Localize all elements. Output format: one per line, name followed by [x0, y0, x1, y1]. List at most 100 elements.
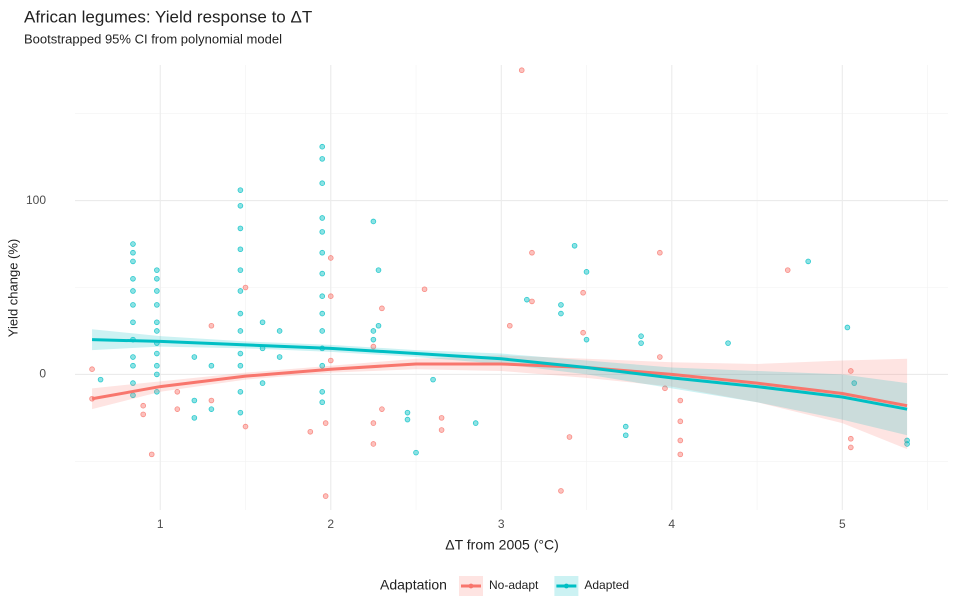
x-tick-label: 3 [498, 517, 505, 531]
data-point [370, 218, 377, 225]
data-point [319, 143, 326, 150]
data-point [237, 187, 244, 193]
data-point [319, 156, 326, 162]
data-point [322, 420, 329, 426]
data-point [580, 289, 586, 296]
data-point [506, 322, 513, 329]
data-point [276, 354, 283, 360]
data-point [370, 343, 377, 350]
data-point [130, 241, 136, 247]
data-point [237, 409, 244, 416]
data-point [622, 423, 629, 430]
data-point [130, 302, 136, 308]
y-tick-label: 100 [26, 193, 46, 207]
data-point [89, 366, 95, 372]
data-point [784, 267, 791, 273]
data-point [237, 310, 244, 317]
data-point [677, 418, 684, 425]
fit-line [91, 362, 908, 408]
legend-label: Adapted [584, 578, 629, 592]
data-point [375, 322, 382, 329]
x-tick-label: 1 [157, 517, 164, 531]
data-point [154, 371, 160, 378]
data-point [438, 427, 445, 433]
data-point [319, 215, 326, 221]
legend-key-point [468, 583, 474, 589]
data-point [174, 388, 181, 395]
data-point [375, 267, 382, 273]
data-point [430, 376, 436, 383]
data-point [327, 357, 334, 364]
data-point [154, 267, 160, 273]
data-point [848, 444, 854, 451]
data-point [276, 328, 283, 334]
data-point [154, 362, 160, 369]
data-point [725, 340, 731, 346]
data-point [805, 258, 811, 265]
data-point [529, 298, 535, 305]
data-point [413, 449, 419, 456]
data-point [237, 288, 244, 294]
data-point [851, 380, 858, 386]
chart-subtitle: Bootstrapped 95% CI from polynomial mode… [24, 31, 282, 46]
data-point [583, 336, 590, 343]
data-point [421, 286, 428, 293]
data-point [322, 493, 329, 499]
x-axis-title: ΔT from 2005 (°C) [445, 537, 559, 553]
data-point [558, 302, 564, 308]
data-point [319, 388, 326, 395]
data-point [319, 270, 326, 277]
legend-key-point [563, 583, 569, 589]
chart-title: African legumes: Yield response to ΔT [24, 7, 312, 26]
data-point [148, 451, 155, 458]
data-point [370, 420, 377, 426]
data-point [583, 269, 590, 275]
data-point [237, 350, 244, 357]
data-point [472, 420, 479, 426]
data-point [237, 203, 244, 209]
data-point [566, 434, 573, 440]
data-point [319, 362, 326, 369]
data-point [518, 67, 525, 74]
data-point [580, 329, 586, 336]
data-point [904, 441, 910, 447]
data-point [242, 423, 249, 430]
data-point [319, 229, 326, 235]
data-point [319, 310, 326, 317]
data-point [327, 293, 334, 299]
data-point [848, 435, 854, 442]
data-point [154, 302, 160, 308]
data-point [154, 288, 160, 294]
data-point [657, 354, 663, 360]
data-point [130, 288, 136, 294]
data-point [404, 409, 411, 416]
data-point [208, 406, 215, 412]
data-point [438, 415, 445, 421]
x-tick-label: 5 [839, 517, 846, 531]
data-point [677, 437, 684, 444]
data-point [242, 284, 249, 291]
data-point [524, 296, 530, 303]
data-point [154, 319, 160, 326]
data-point [319, 399, 326, 406]
data-point [529, 249, 535, 256]
data-point [379, 305, 385, 312]
data-point [370, 328, 377, 334]
data-point [558, 488, 564, 494]
data-point [237, 362, 244, 369]
data-point [154, 276, 160, 282]
data-point [130, 319, 136, 326]
data-point [404, 416, 411, 423]
data-point [638, 340, 644, 346]
legend-title: Adaptation [380, 577, 447, 593]
data-point [327, 255, 334, 261]
data-point [844, 324, 851, 331]
data-point [237, 328, 244, 334]
data-point [622, 432, 629, 439]
data-point [662, 385, 668, 392]
data-point [558, 310, 564, 317]
y-axis-title: Yield change (%) [5, 239, 20, 338]
data-point [191, 397, 198, 404]
